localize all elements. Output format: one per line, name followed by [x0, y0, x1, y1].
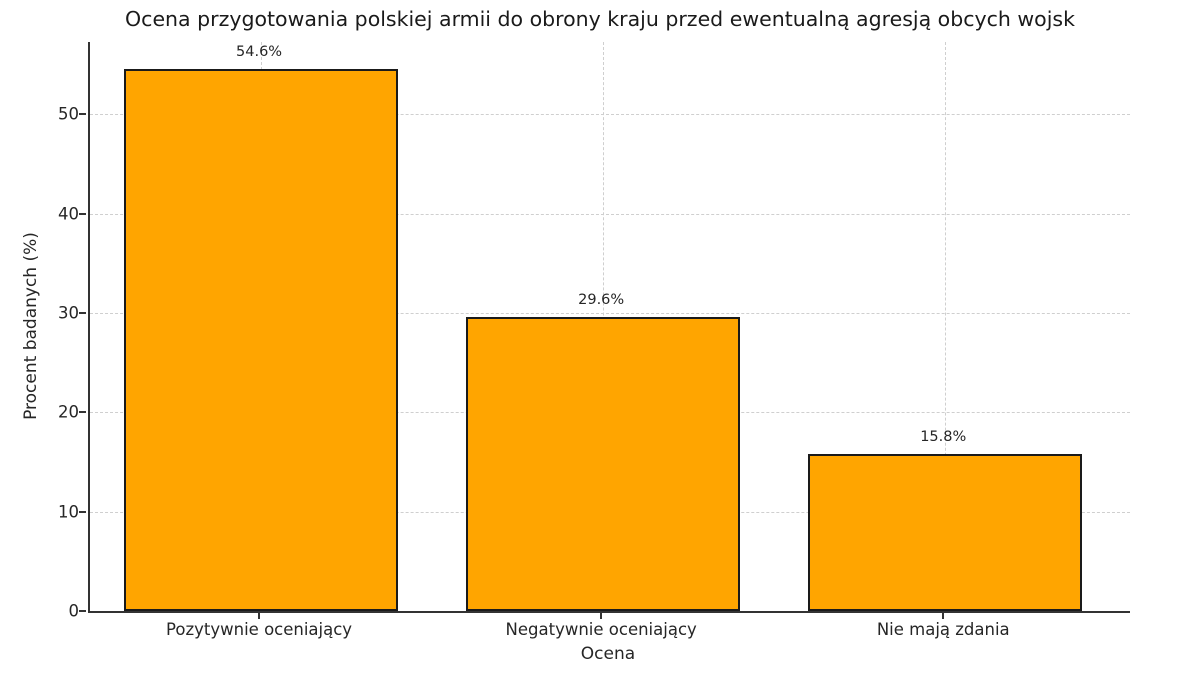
y-tick-label: 30 [58, 303, 79, 323]
x-tick-mark [258, 613, 261, 619]
y-tick-label: 40 [58, 204, 79, 224]
y-gridline [90, 213, 1130, 215]
y-tick-label: 0 [68, 601, 80, 621]
y-tick-label: 10 [58, 502, 79, 522]
bar-value-label: 15.8% [920, 429, 967, 446]
x-tick-mark [942, 613, 945, 619]
bar-value-label: 54.6% [236, 43, 283, 60]
plot-area [88, 42, 1130, 613]
y-tick-mark [79, 113, 86, 116]
y-tick-label: 50 [58, 104, 79, 124]
y-gridline [90, 114, 1130, 116]
y-tick-mark [79, 411, 86, 414]
x-tick-mark [600, 613, 603, 619]
x-tick-label: Negatywnie oceniający [505, 620, 697, 639]
x-tick-label: Nie mają zdania [876, 620, 1010, 639]
bar-2 [808, 454, 1083, 611]
bar-0 [124, 68, 398, 611]
bar-value-label: 29.6% [578, 292, 625, 309]
x-axis-label: Ocena [580, 644, 636, 664]
y-tick-mark [79, 212, 86, 215]
y-tick-mark [79, 510, 86, 513]
y-tick-mark [79, 312, 86, 315]
bar-1 [466, 317, 740, 611]
y-gridline [90, 313, 1130, 315]
x-tick-label: Pozytywnie oceniający [166, 620, 353, 639]
y-tick-label: 20 [58, 402, 79, 422]
chart-title: Ocena przygotowania polskiej armii do ob… [125, 7, 1075, 31]
y-axis-label: Procent badanych (%) [21, 232, 41, 420]
x-gridline [945, 42, 947, 611]
y-tick-mark [79, 610, 86, 612]
